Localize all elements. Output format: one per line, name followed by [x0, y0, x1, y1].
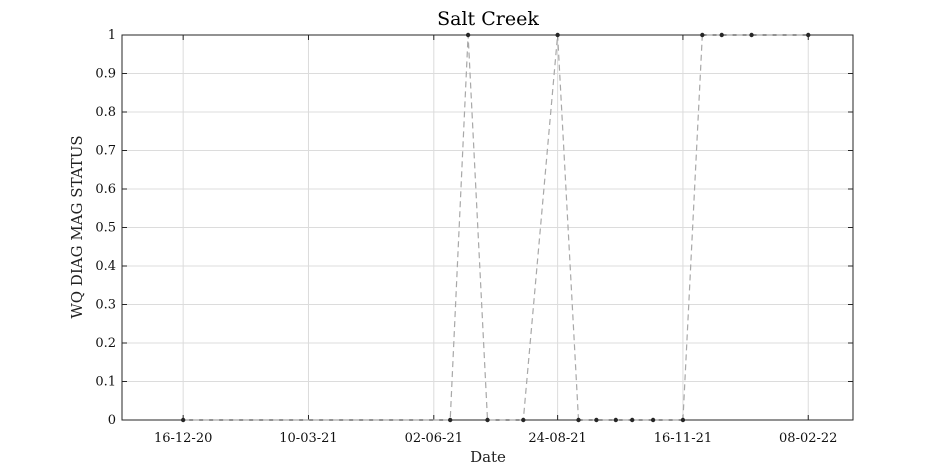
data-point	[180, 417, 186, 423]
y-tick-label: 0.8	[95, 105, 116, 120]
data-point	[521, 417, 526, 423]
y-tick-label: 1	[108, 28, 116, 43]
y-axis-label: WQ DIAG MAG STATUS	[68, 135, 86, 318]
data-point	[613, 417, 618, 423]
tick-layer: 0 0.1 0.2 0.3 0.4 0.5 0.6 0.7 0.8 0.9 1 16-12-20 10-…	[95, 28, 853, 446]
x-tick-label: 02-06-21	[405, 431, 463, 446]
y-tick-label: 0.4	[95, 259, 116, 274]
data-point	[749, 32, 754, 38]
y-tick-label: 0.5	[95, 221, 116, 236]
data-point	[700, 32, 705, 38]
series-layer	[180, 32, 811, 423]
data-point	[448, 417, 453, 423]
data-point	[650, 417, 656, 423]
data-point	[594, 417, 599, 423]
data-point	[576, 417, 581, 423]
data-point	[630, 417, 635, 423]
y-tick-label: 0.9	[95, 67, 116, 82]
x-tick-label: 10-03-21	[279, 431, 337, 446]
data-point	[465, 32, 471, 38]
x-axis-label: Date	[470, 448, 506, 466]
data-point	[680, 417, 686, 423]
y-tick-label: 0.2	[95, 336, 116, 351]
y-tick-label: 0.1	[95, 375, 116, 390]
data-point	[555, 32, 560, 38]
chart-title: Salt Creek	[437, 8, 539, 30]
data-point	[719, 32, 724, 38]
y-tick-label: 0.7	[95, 144, 116, 159]
y-tick-label: 0.6	[95, 182, 116, 197]
y-tick-label: 0.3	[95, 298, 116, 313]
series-line	[183, 34, 809, 421]
data-point	[806, 32, 811, 38]
x-tick-label: 08-02-22	[779, 431, 837, 446]
x-tick-label: 16-12-20	[154, 431, 212, 446]
x-tick-label: 24-08-21	[528, 431, 586, 446]
grid-layer	[122, 34, 853, 421]
y-tick-label: 0	[108, 413, 116, 428]
x-tick-label: 16-11-21	[654, 431, 712, 446]
data-point	[485, 417, 490, 423]
